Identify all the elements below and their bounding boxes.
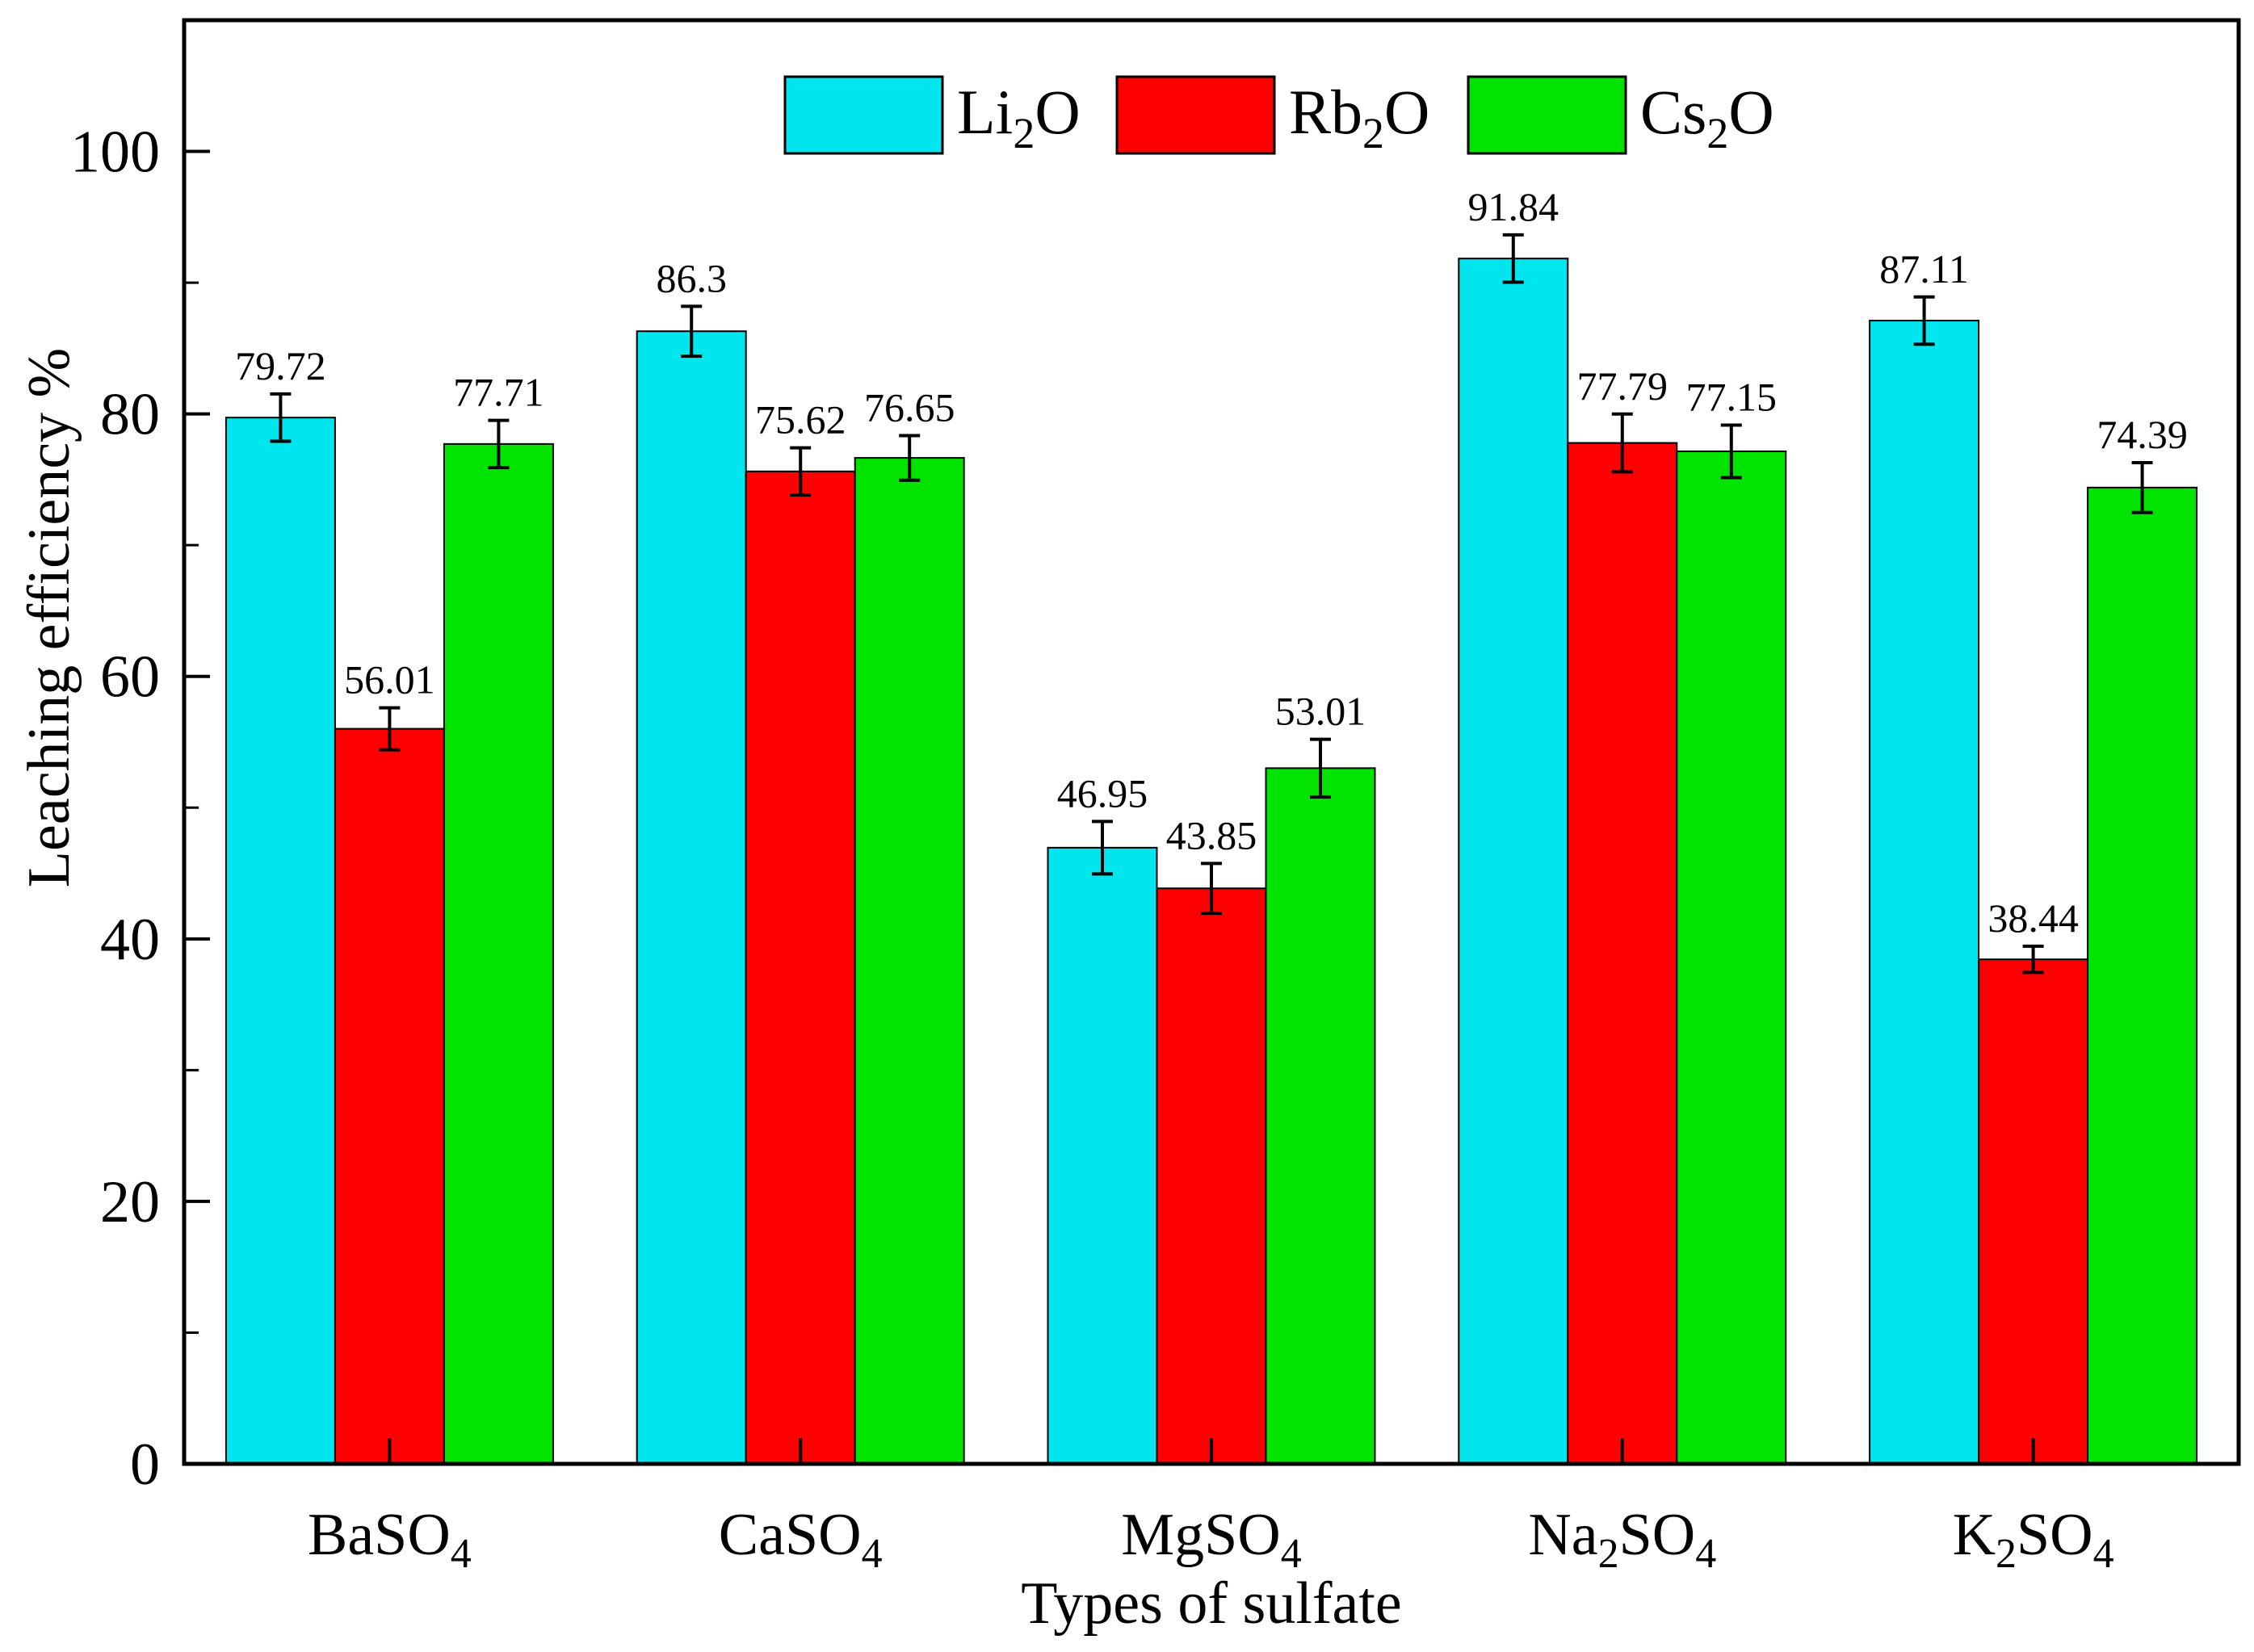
- bar-k2so4-li2o: [1869, 320, 1980, 1465]
- legend: Li2O Rb2O Cs2O: [783, 75, 1774, 157]
- bar-mgso4-li2o: [1047, 846, 1158, 1465]
- bar-caso4-rb2o: [745, 470, 856, 1465]
- legend-swatch-li2o: [783, 75, 944, 155]
- data-label-caso4-li2o: 86.3: [656, 255, 727, 300]
- legend-swatch-rb2o: [1115, 75, 1276, 155]
- data-label-k2so4-li2o: 87.11: [1879, 246, 1969, 291]
- bar-baso4-cs2o: [443, 442, 554, 1465]
- bar-k2so4-rb2o: [1978, 958, 2089, 1465]
- data-label-caso4-rb2o: 75.62: [755, 397, 846, 442]
- data-label-baso4-cs2o: 77.71: [453, 370, 544, 415]
- legend-label-cs2o: Cs2O: [1640, 77, 1774, 157]
- x-tick-label-baso4: BaSO4: [308, 1502, 472, 1577]
- bar-baso4-li2o: [225, 417, 336, 1465]
- bar-na2so4-cs2o: [1676, 450, 1787, 1465]
- x-tick-label-mgso4: MgSO4: [1121, 1502, 1301, 1577]
- data-label-na2so4-cs2o: 77.15: [1686, 374, 1778, 419]
- x-tick-label-na2so4: Na2SO4: [1528, 1502, 1716, 1577]
- data-label-na2so4-li2o: 91.84: [1468, 184, 1559, 229]
- bars-layer: [225, 258, 2198, 1465]
- bar-baso4-rb2o: [334, 727, 445, 1465]
- data-label-mgso4-li2o: 46.95: [1057, 770, 1148, 816]
- error-bars-layer: [270, 233, 2153, 975]
- bar-na2so4-li2o: [1458, 258, 1569, 1465]
- y-tick-label-40: 40: [100, 907, 160, 973]
- data-labels-layer: 79.72 56.01 77.71 86.3 75.62 76.65 46.95 43.85 5…: [235, 184, 2188, 941]
- bar-mgso4-rb2o: [1156, 887, 1267, 1465]
- data-label-mgso4-rb2o: 43.85: [1166, 812, 1257, 857]
- bar-k2so4-cs2o: [2087, 486, 2198, 1465]
- y-tick-label-60: 60: [100, 644, 160, 711]
- bar-caso4-li2o: [636, 330, 747, 1465]
- legend-swatch-cs2o: [1467, 75, 1627, 155]
- axes-layer: BaSO4 CaSO4 MgSO4 Na2SO4 K2SO4 0 20 40 60 80 100: [70, 18, 2241, 1577]
- legend-label-li2o: Li2O: [957, 77, 1081, 157]
- x-tick-label-k2so4: K2SO4: [1953, 1502, 2114, 1577]
- y-tick-label-100: 100: [70, 119, 160, 186]
- plot-frame: [182, 18, 2241, 1466]
- bar-caso4-cs2o: [854, 457, 965, 1465]
- data-label-k2so4-cs2o: 74.39: [2097, 412, 2188, 457]
- bar-na2so4-rb2o: [1567, 442, 1678, 1465]
- y-axis-title: Leaching efficiency %: [16, 348, 82, 887]
- legend-label-rb2o: Rb2O: [1289, 77, 1429, 157]
- data-label-baso4-rb2o: 56.01: [344, 657, 435, 702]
- y-tick-label-80: 80: [100, 382, 160, 448]
- data-label-caso4-cs2o: 76.65: [864, 384, 955, 430]
- data-label-mgso4-cs2o: 53.01: [1275, 689, 1366, 734]
- data-label-k2so4-rb2o: 38.44: [1987, 895, 2079, 941]
- data-label-baso4-li2o: 79.72: [235, 343, 326, 388]
- y-tick-label-0: 0: [130, 1432, 160, 1498]
- data-label-na2so4-rb2o: 77.79: [1577, 363, 1668, 409]
- x-axis-title: Types of sulfate: [1021, 1570, 1402, 1637]
- x-tick-label-caso4: CaSO4: [719, 1502, 883, 1577]
- bar-mgso4-cs2o: [1265, 767, 1376, 1465]
- y-tick-label-20: 20: [100, 1169, 160, 1235]
